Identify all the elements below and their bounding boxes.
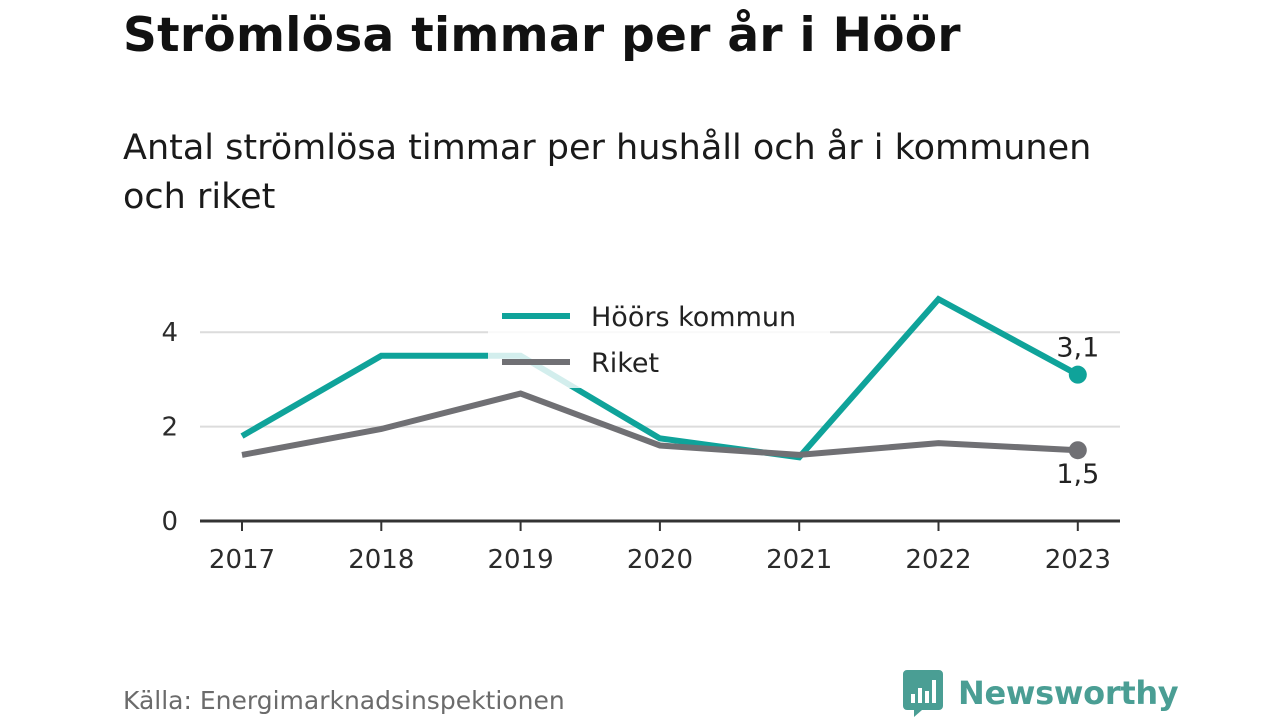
legend-label: Höörs kommun bbox=[591, 302, 796, 333]
source-note: Källa: Energimarknadsinspektionen bbox=[123, 686, 565, 715]
end-value-label: 3,1 bbox=[1056, 333, 1099, 364]
series-line-hoors-kommun bbox=[240, 295, 1080, 461]
y-tick-label: 4 bbox=[161, 318, 178, 348]
x-tick-label: 2017 bbox=[209, 545, 275, 575]
x-tick-label: 2020 bbox=[627, 545, 693, 575]
chart-subtitle: Antal strömlösa timmar per hushåll och å… bbox=[123, 128, 1092, 217]
x-tick-label: 2022 bbox=[905, 545, 971, 575]
end-point-marker bbox=[1068, 365, 1087, 384]
brand-name: Newsworthy bbox=[958, 674, 1179, 712]
end-point-marker bbox=[1068, 441, 1087, 460]
x-tick-label: 2021 bbox=[766, 545, 832, 575]
newsworthy-logo-icon bbox=[903, 670, 943, 717]
legend-label: Riket bbox=[591, 348, 659, 379]
y-tick-label: 2 bbox=[161, 413, 178, 443]
x-tick-label: 2019 bbox=[488, 545, 554, 575]
chart-title: Strömlösa timmar per år i Höör bbox=[123, 8, 961, 63]
y-tick-label: 0 bbox=[161, 507, 178, 537]
x-tick-label: 2018 bbox=[348, 545, 414, 575]
line-chart: 3,1 1,5 Höörs kommun Riket 0 2 4 2017 2018 2019… bbox=[161, 293, 1120, 575]
end-value-label: 1,5 bbox=[1056, 459, 1099, 490]
newsworthy-logo: Newsworthy bbox=[902, 668, 1179, 718]
series-line-riket bbox=[241, 390, 1078, 458]
legend-background bbox=[488, 293, 830, 388]
x-tick-label: 2023 bbox=[1045, 545, 1111, 575]
